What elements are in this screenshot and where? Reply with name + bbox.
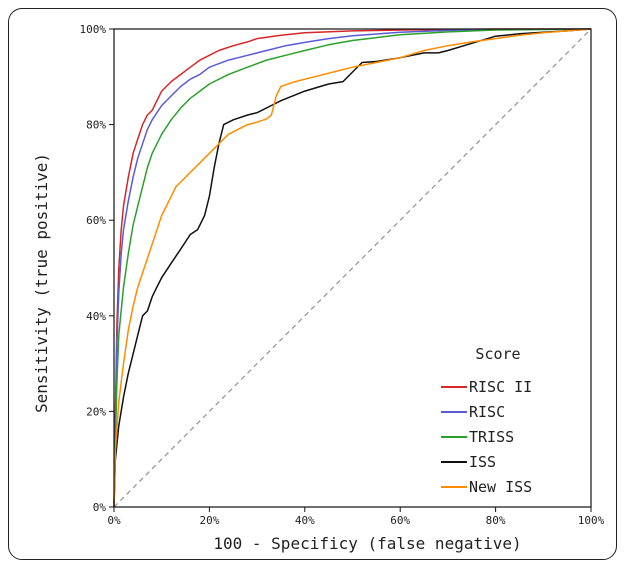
legend-label-new-iss: New ISS: [469, 478, 532, 496]
series-line-risc-ii: [113, 28, 591, 508]
legend: Score RISC II RISC TRISS ISS New ISS: [441, 345, 532, 496]
y-tick-label: 0%: [93, 501, 107, 514]
reference-diagonal-line: [113, 28, 592, 508]
x-axis-title: 100 - Specificy (false negative): [213, 534, 521, 553]
y-axis-title: Sensitivity (true positive): [32, 153, 51, 413]
legend-label-risc-ii: RISC II: [469, 378, 532, 396]
legend-label-risc: RISC: [469, 403, 505, 421]
series-line-triss: [113, 28, 592, 508]
y-tick-label: 20%: [86, 405, 106, 418]
chart-frame: 0% 20% 40% 60% 80% 100% 0% 20% 40% 60% 80% 100% 100…: [8, 8, 617, 560]
x-tick-label: 60%: [390, 514, 410, 527]
legend-label-triss: TRISS: [469, 428, 514, 446]
x-tick-label: 80%: [486, 514, 506, 527]
legend-title: Score: [475, 345, 520, 363]
x-tick-label: 0%: [107, 514, 121, 527]
series-line-new-iss: [113, 28, 592, 508]
y-tick-label: 80%: [86, 119, 106, 132]
x-tick-label: 20%: [199, 514, 219, 527]
roc-chart: 0% 20% 40% 60% 80% 100% 0% 20% 40% 60% 80% 100% 100…: [32, 23, 605, 553]
x-tick-label: 100%: [578, 514, 605, 527]
y-tick-label: 40%: [86, 310, 106, 323]
x-tick-label: 40%: [295, 514, 315, 527]
series-line-iss: [113, 28, 592, 508]
legend-label-iss: ISS: [469, 453, 496, 471]
y-tick-label: 60%: [86, 214, 106, 227]
series-line-risc: [113, 28, 592, 508]
plot-area-border: [113, 28, 592, 508]
y-tick-label: 100%: [80, 23, 107, 36]
